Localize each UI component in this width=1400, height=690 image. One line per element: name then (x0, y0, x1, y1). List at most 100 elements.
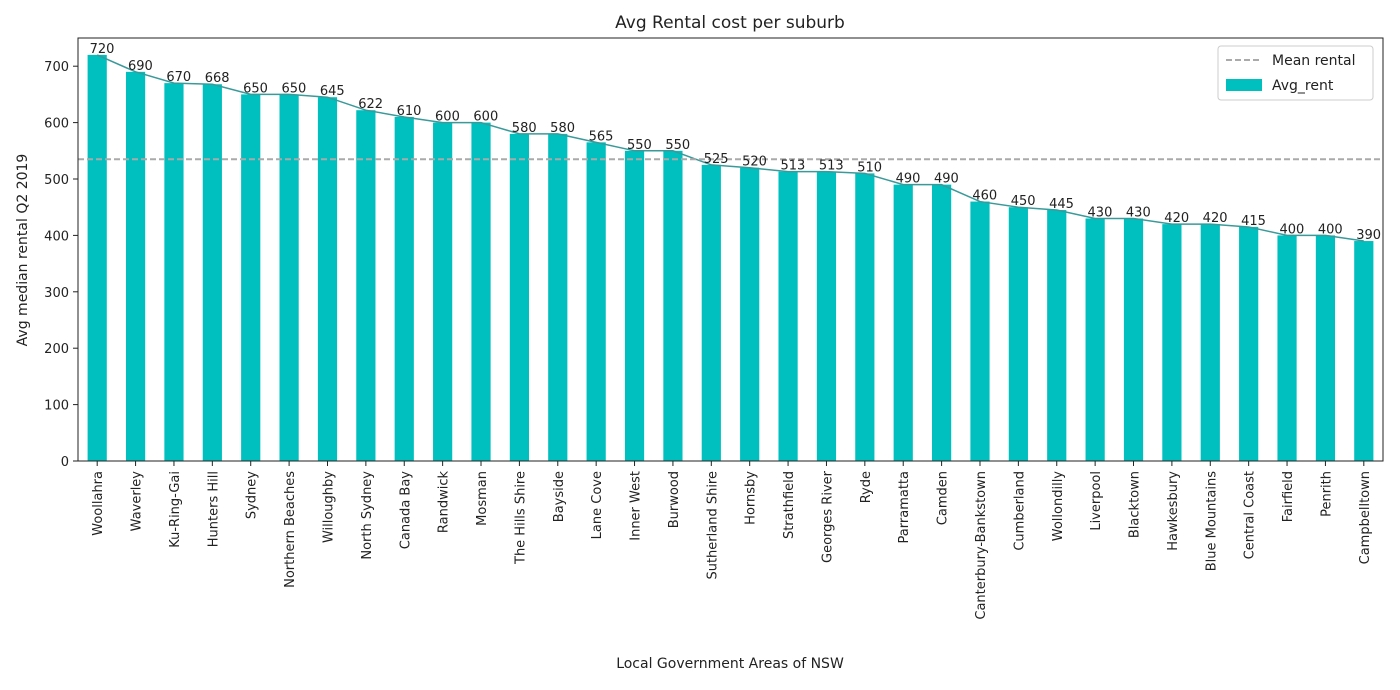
data-label: 390 (1356, 228, 1381, 243)
x-tick-label: Woollahra (91, 471, 106, 536)
x-tick-label: Bayside (552, 471, 567, 522)
bar-north-sydney (356, 110, 376, 461)
bars-group (87, 54, 1374, 462)
bar-lane-cove (586, 142, 606, 461)
data-label: 600 (473, 110, 498, 125)
x-tick-label: The Hills Shire (513, 471, 528, 565)
data-label: 490 (934, 172, 959, 187)
bar-penrith (1315, 235, 1336, 461)
bar-georges-river (816, 171, 837, 461)
x-axis-label: Local Government Areas of NSW (616, 656, 844, 672)
bar-parramatta (893, 184, 913, 461)
legend-bar-label: Avg_rent (1272, 78, 1334, 94)
y-tick-label: 100 (44, 399, 69, 414)
data-label: 650 (282, 81, 307, 96)
x-tick-label: Ku-Ring-Gai (168, 471, 183, 548)
x-tick-label: Canada Bay (398, 471, 413, 549)
x-tick-label: Parramatta (897, 471, 912, 543)
x-tick-label: Sydney (245, 471, 260, 519)
bar-ku-ring-gai (164, 83, 184, 462)
bar-mosman (471, 122, 491, 461)
chart-title: Avg Rental cost per suburb (615, 13, 845, 33)
data-label: 450 (1011, 194, 1036, 209)
data-label: 580 (512, 121, 537, 136)
bar-canada-bay (394, 116, 414, 462)
data-label: 670 (166, 70, 191, 85)
x-tick-label: Liverpool (1089, 471, 1104, 531)
x-tick-label: Hawkesbury (1166, 471, 1181, 551)
x-tick-label: Hornsby (744, 471, 759, 525)
data-label: 460 (972, 189, 997, 204)
data-label: 650 (243, 81, 268, 96)
x-tick-label: Willoughby (321, 471, 336, 543)
data-label: 720 (90, 42, 115, 57)
y-tick-label: 700 (44, 60, 69, 75)
y-tick-label: 200 (44, 342, 69, 357)
y-tick-label: 600 (44, 117, 69, 132)
y-tick-label: 500 (44, 173, 69, 188)
bar-camden (932, 184, 952, 461)
bar-willoughby (317, 97, 338, 461)
data-label: 415 (1241, 214, 1266, 229)
legend-bar-swatch (1226, 79, 1262, 91)
bar-hornsby (740, 167, 760, 461)
data-label: 400 (1279, 222, 1304, 237)
x-tick-label: North Sydney (360, 471, 375, 560)
data-labels-group: 720 690 670 668 650 650 645 622 610 600 600 580 580 5… (90, 42, 1381, 243)
data-label: 400 (1318, 222, 1343, 237)
bar-canterbury-bankstown (970, 201, 990, 461)
data-label: 550 (627, 138, 652, 153)
y-tick-label: 400 (44, 229, 69, 244)
data-label: 622 (358, 97, 383, 112)
bar-sutherland-shire (701, 164, 721, 461)
bar-fairfield (1277, 235, 1297, 461)
bar-hunters-hill (202, 84, 222, 462)
x-tick-label: Penrith (1319, 471, 1334, 517)
x-tick-label: Wollondilly (1051, 471, 1066, 542)
data-label: 510 (857, 160, 882, 175)
bar-randwick (433, 122, 453, 461)
x-tick-label: Sutherland Shire (705, 471, 720, 580)
x-tick-label: Cumberland (1012, 471, 1027, 551)
bar-northern-beaches (279, 94, 299, 462)
x-tick-label: Hunters Hill (206, 471, 221, 547)
x-tick-label: Central Coast (1243, 471, 1258, 559)
x-tick-label: Lane Cove (590, 471, 605, 539)
data-label: 580 (550, 121, 575, 136)
data-label: 565 (589, 129, 614, 144)
data-label: 513 (780, 159, 805, 174)
bar-blue-mountains (1200, 224, 1220, 461)
bar-wollondilly (1047, 210, 1067, 461)
x-tick-label: Ryde (859, 471, 874, 503)
x-tick-label: Northern Beaches (283, 471, 298, 588)
data-label: 430 (1126, 205, 1151, 220)
data-label: 445 (1049, 197, 1074, 212)
x-axis: Woollahra Waverley Ku-Ring-Gai Hunters Hill… (91, 461, 1373, 620)
y-tick-label: 300 (44, 286, 69, 301)
bar-burwood (663, 150, 683, 462)
data-label: 600 (435, 110, 460, 125)
plot-frame (77, 37, 1384, 462)
x-tick-label: Randwick (437, 471, 452, 534)
legend: Mean rental Avg_rent (1217, 45, 1374, 101)
overlay-line-group (96, 54, 1364, 242)
x-tick-label: Campbelltown (1358, 471, 1373, 564)
data-label: 610 (397, 104, 422, 119)
overlay-trend-line (96, 54, 1364, 242)
bar-inner-west (624, 150, 645, 462)
bar-bayside (548, 133, 568, 461)
bar-hawkesbury (1162, 224, 1182, 461)
bar-sydney (241, 94, 261, 462)
data-label: 490 (896, 172, 921, 187)
legend-mean-label: Mean rental (1272, 53, 1356, 69)
data-label: 420 (1203, 211, 1228, 226)
x-tick-label: Camden (936, 471, 951, 525)
data-label: 550 (665, 138, 690, 153)
x-tick-label: Georges River (820, 470, 835, 563)
bar-strathfield (778, 171, 798, 461)
data-label: 690 (128, 59, 153, 74)
bar-campbelltown (1354, 241, 1374, 461)
x-tick-label: Strathfield (782, 471, 797, 539)
data-label: 420 (1164, 211, 1189, 226)
